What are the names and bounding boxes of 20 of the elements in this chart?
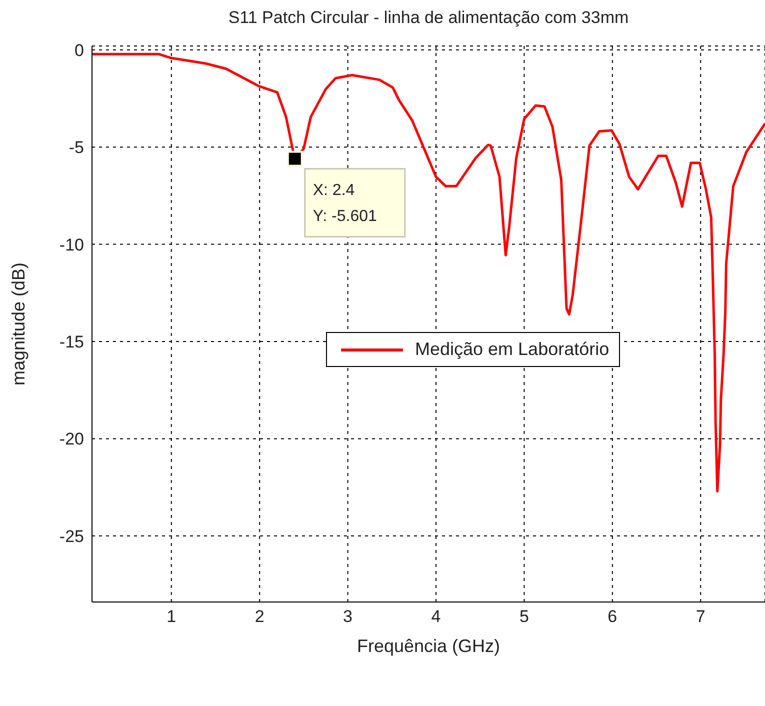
y-axis-title: magnitude (dB) <box>8 262 28 386</box>
line-series <box>92 52 765 492</box>
x-axis-title: Frequência (GHz) <box>356 636 500 656</box>
chart-title: S11 Patch Circular - linha de alimentação com 33mm <box>227 8 630 28</box>
y-tick-label: -15 <box>59 332 84 352</box>
y-tick-label: -10 <box>59 235 84 254</box>
cursor-tip-box: X: 2.4 Y: -5.601 <box>304 168 406 238</box>
y-tick-label: -20 <box>59 430 84 449</box>
x-tick-label: 6 <box>608 607 618 626</box>
y-tick-label: 0 <box>74 40 84 60</box>
x-tick-label: 5 <box>519 607 529 626</box>
x-tick-label: 2 <box>254 607 264 626</box>
x-tick-label: 4 <box>431 607 441 626</box>
x-tick-label: 1 <box>166 607 176 626</box>
x-tick-label: 3 <box>343 607 353 626</box>
y-tick-label: -5 <box>68 138 84 158</box>
y-tick-label: -25 <box>59 526 84 546</box>
x-tick-label: 7 <box>696 607 706 626</box>
legend-label: Medição em Laboratório <box>415 339 610 360</box>
annotation: X: 2.4 Y: -5.601 <box>312 182 378 225</box>
